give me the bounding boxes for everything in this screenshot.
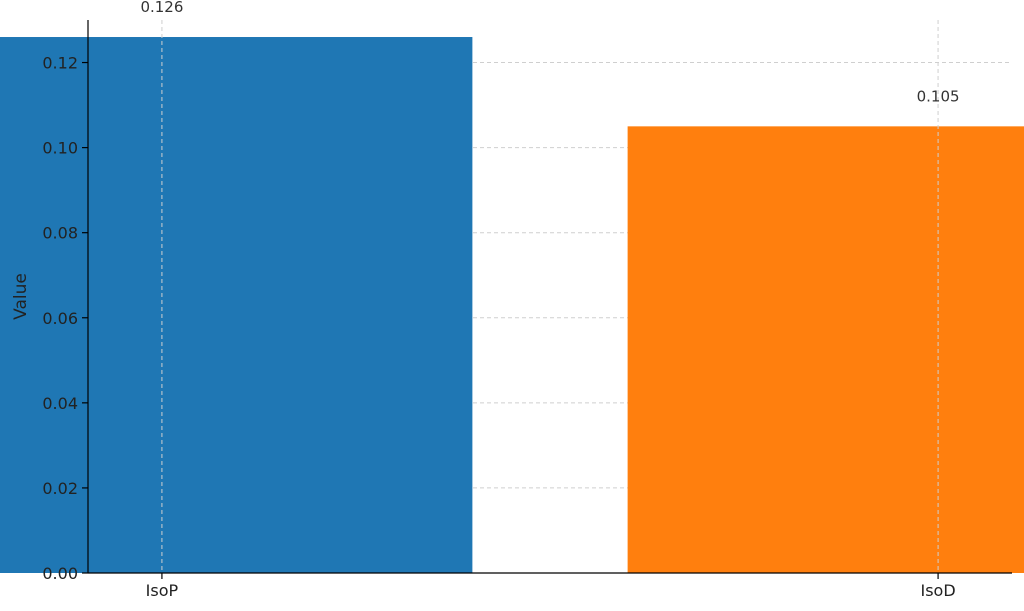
x-tick-label-isop: IsoP xyxy=(146,581,179,600)
y-tick-label: 0.00 xyxy=(42,564,78,583)
bars xyxy=(0,37,1024,574)
y-axis-label: Value xyxy=(11,273,31,320)
data-label-isop: 0.126 xyxy=(140,0,183,16)
data-label-isod: 0.105 xyxy=(917,87,960,105)
axes xyxy=(87,20,1012,574)
y-tick-label: 0.02 xyxy=(42,479,78,498)
bar-isop xyxy=(0,37,473,574)
y-tick-label: 0.06 xyxy=(42,309,78,328)
y-tick-label: 0.04 xyxy=(42,394,78,413)
y-tick-label: 0.08 xyxy=(42,224,78,243)
x-tick-label-isod: IsoD xyxy=(920,581,955,600)
x-ticks: IsoP IsoD xyxy=(146,573,956,600)
data-labels: 0.126 0.105 xyxy=(140,0,959,105)
y-ticks: 0.00 0.02 0.04 0.06 0.08 0.10 0.12 xyxy=(42,54,88,583)
y-tick-label: 0.12 xyxy=(42,54,78,73)
bar-isod xyxy=(627,126,1024,573)
y-tick-label: 0.10 xyxy=(42,139,78,158)
vertical-grid xyxy=(161,20,939,573)
